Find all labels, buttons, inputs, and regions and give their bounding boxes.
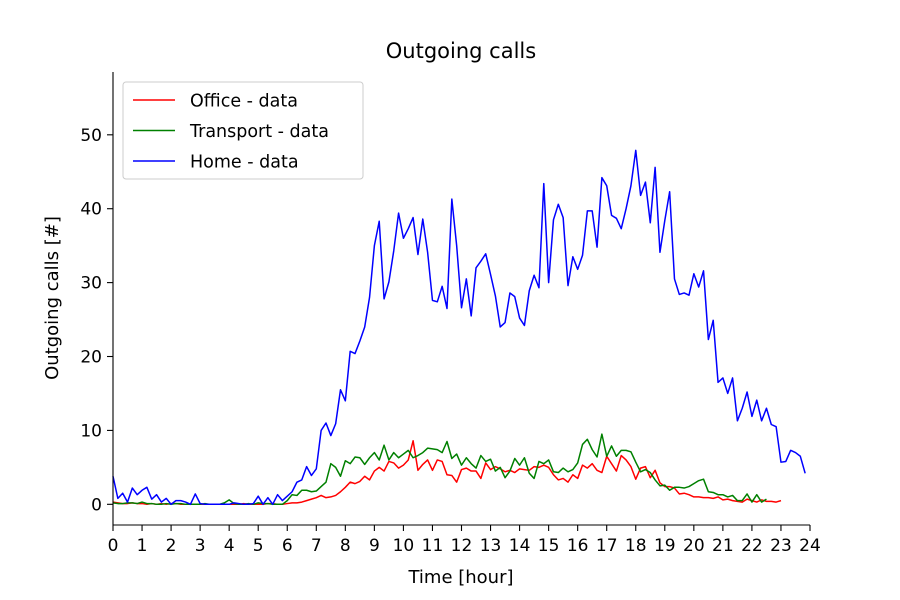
legend-box <box>122 81 364 180</box>
x-tick-label: 14 <box>509 536 531 556</box>
x-tick-label: 4 <box>224 536 235 556</box>
y-axis-label: Outgoing calls [#] <box>42 216 63 380</box>
x-tick-label: 1 <box>137 536 148 556</box>
x-tick-label: 21 <box>712 536 734 556</box>
x-tick-label: 2 <box>166 536 177 556</box>
y-tick-label: 10 <box>80 421 102 441</box>
x-tick-label: 12 <box>451 536 473 556</box>
y-tick-label: 30 <box>80 274 102 294</box>
y-tick-label: 40 <box>80 200 102 220</box>
series-lines <box>112 149 806 506</box>
legend-label: Office - data <box>190 92 298 112</box>
chart-title: Outgoing calls <box>386 39 536 63</box>
x-tick-label: 19 <box>654 536 676 556</box>
x-tick-label: 17 <box>596 536 618 556</box>
y-tick-label: 0 <box>91 495 102 515</box>
x-tick-label: 3 <box>195 536 206 556</box>
x-tick-label: 0 <box>108 536 119 556</box>
series-line-home-data <box>112 149 806 506</box>
x-ticks: 0 1 2 3 4 5 6 7 8 9 10 11 12 13 14 15 16 17 18 19 20 21 22 23 24 <box>108 525 821 556</box>
x-tick-label: 24 <box>799 536 821 556</box>
x-tick-label: 15 <box>538 536 560 556</box>
x-tick-label: 6 <box>282 536 293 556</box>
x-tick-label: 18 <box>625 536 647 556</box>
y-tick-label: 20 <box>80 348 102 368</box>
x-tick-label: 13 <box>480 536 502 556</box>
x-tick-label: 16 <box>567 536 589 556</box>
x-tick-label: 22 <box>741 536 763 556</box>
x-tick-label: 5 <box>253 536 264 556</box>
x-tick-label: 23 <box>770 536 792 556</box>
x-tick-label: 11 <box>422 536 444 556</box>
x-tick-label: 9 <box>369 536 380 556</box>
legend: Office - data Transport - data Home - data <box>122 81 364 180</box>
x-tick-label: 10 <box>393 536 415 556</box>
x-tick-label: 8 <box>340 536 351 556</box>
x-tick-label: 20 <box>683 536 705 556</box>
y-tick-label: 50 <box>80 126 102 146</box>
x-axis-label: Time [hour] <box>407 567 513 588</box>
x-tick-label: 7 <box>311 536 322 556</box>
legend-label: Home - data <box>190 153 299 173</box>
legend-label: Transport - data <box>189 122 329 142</box>
y-ticks: 0 10 20 30 40 50 <box>80 126 113 515</box>
